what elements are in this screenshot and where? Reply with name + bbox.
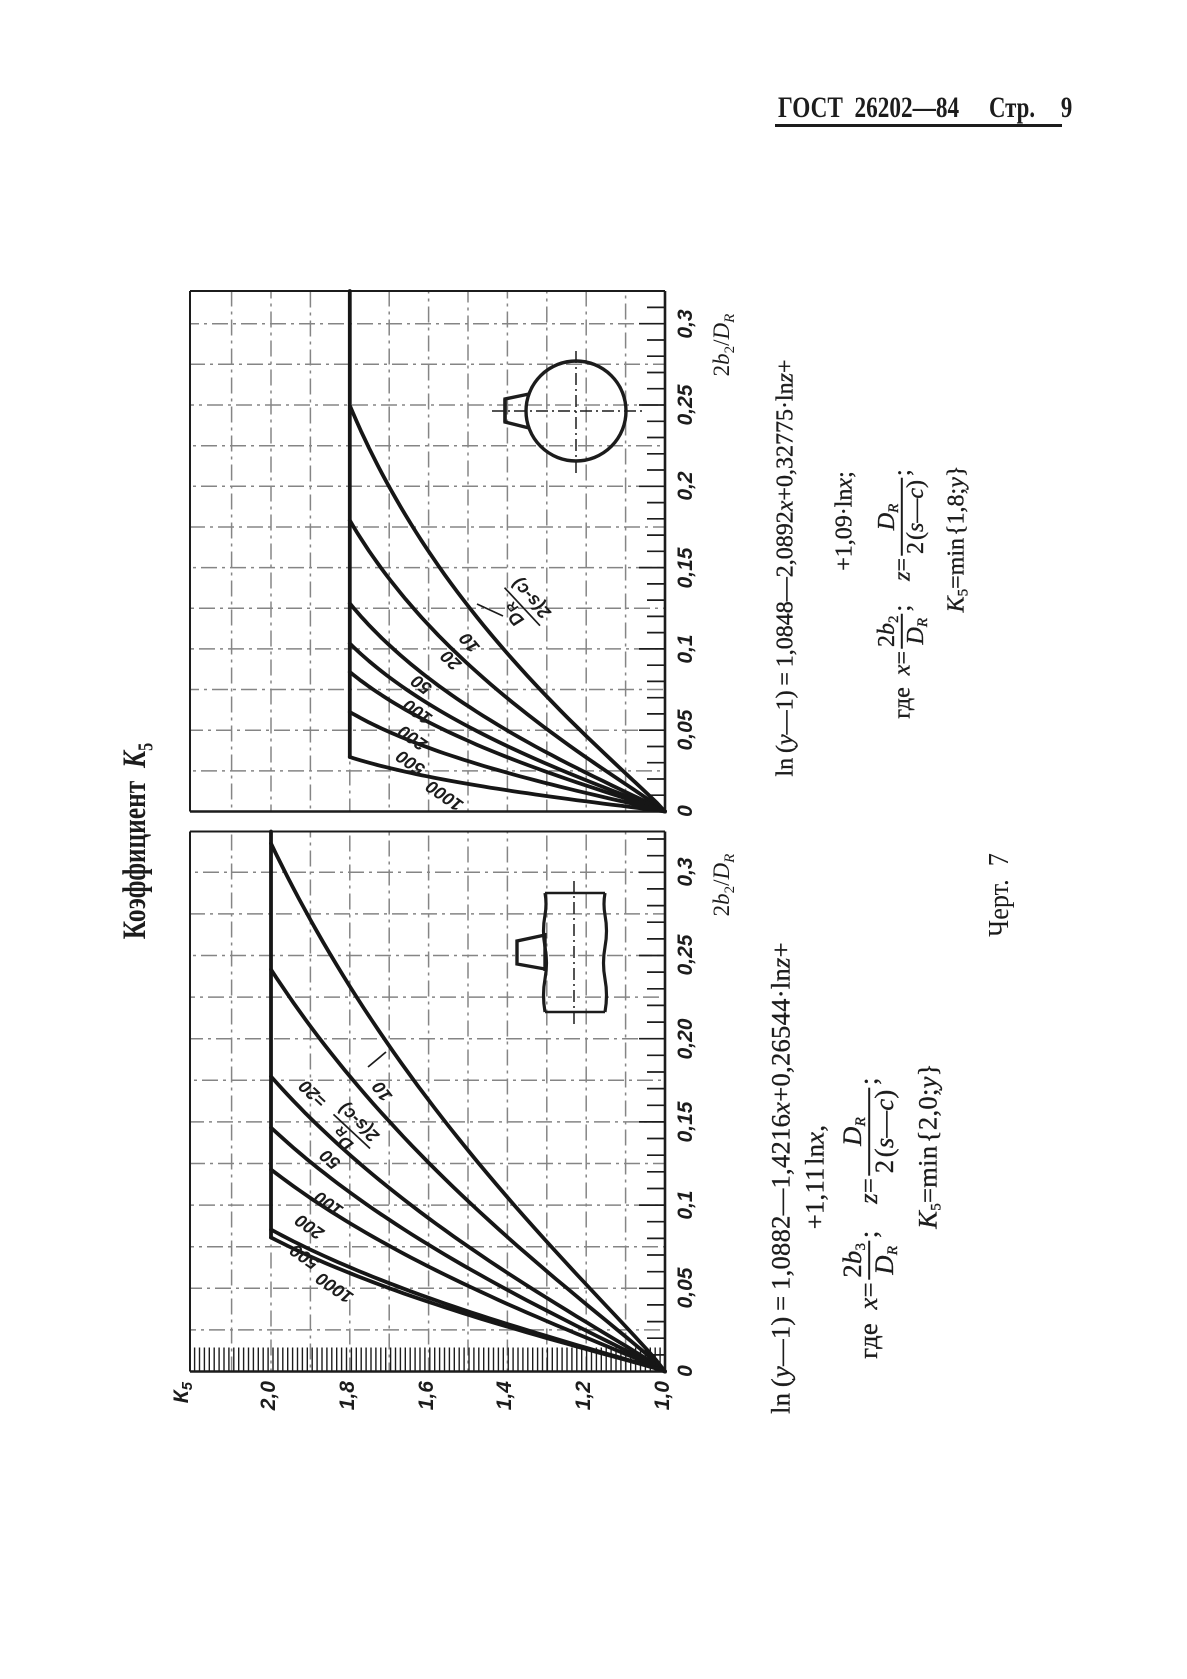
- svg-text:0,05: 0,05: [674, 1267, 697, 1308]
- svg-text:0,1: 0,1: [674, 634, 697, 663]
- svg-text:0: 0: [674, 1365, 697, 1377]
- svg-text:2b2/DR: 2b2/DR: [709, 854, 738, 917]
- svg-text:К5: К5: [170, 1381, 196, 1403]
- svg-text:2,0: 2,0: [257, 1381, 280, 1412]
- svg-text:1,8: 1,8: [336, 1381, 359, 1411]
- svg-text:0,1: 0,1: [674, 1190, 697, 1219]
- svg-text:0,05: 0,05: [674, 709, 697, 750]
- svg-text:0,3: 0,3: [674, 857, 697, 887]
- svg-text:2b2/DR: 2b2/DR: [709, 314, 738, 377]
- svg-text:1,6: 1,6: [415, 1381, 438, 1411]
- svg-text:0,2: 0,2: [674, 471, 697, 501]
- svg-text:1,2: 1,2: [572, 1381, 595, 1411]
- svg-text:1,4: 1,4: [493, 1381, 516, 1411]
- svg-text:0,15: 0,15: [674, 1101, 697, 1142]
- svg-text:0,25: 0,25: [674, 384, 697, 425]
- svg-text:20: 20: [437, 646, 466, 675]
- svg-text:200: 200: [292, 1210, 329, 1244]
- svg-text:0,3: 0,3: [674, 309, 697, 339]
- svg-text:10: 10: [455, 629, 483, 657]
- svg-text:500: 500: [287, 1240, 323, 1274]
- svg-text:0: 0: [674, 805, 697, 817]
- svg-text:0,15: 0,15: [674, 547, 697, 588]
- svg-text:0,20: 0,20: [674, 1018, 697, 1059]
- svg-text:0,25: 0,25: [674, 934, 697, 975]
- svg-text:1,0: 1,0: [651, 1381, 674, 1411]
